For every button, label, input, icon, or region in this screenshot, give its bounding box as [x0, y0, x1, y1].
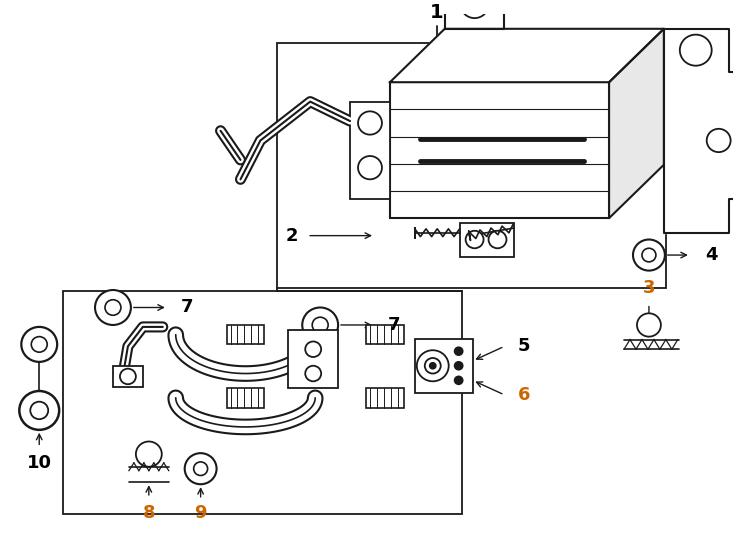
- Bar: [390, 82, 609, 218]
- Bar: [63, 291, 462, 514]
- Circle shape: [642, 248, 656, 262]
- Circle shape: [425, 358, 440, 374]
- Text: 7: 7: [181, 299, 193, 316]
- Circle shape: [454, 362, 462, 370]
- Circle shape: [680, 35, 712, 66]
- Circle shape: [461, 0, 489, 18]
- Bar: [350, 102, 390, 199]
- Bar: [277, 43, 666, 288]
- Circle shape: [465, 231, 484, 248]
- Bar: [366, 388, 404, 408]
- Text: 5: 5: [517, 338, 530, 355]
- Text: 8: 8: [142, 504, 155, 522]
- Circle shape: [358, 111, 382, 134]
- Circle shape: [136, 442, 161, 467]
- Circle shape: [305, 366, 321, 381]
- Circle shape: [185, 453, 217, 484]
- Polygon shape: [664, 29, 734, 233]
- Text: 6: 6: [517, 386, 530, 404]
- Circle shape: [633, 240, 665, 271]
- Circle shape: [430, 363, 436, 369]
- Circle shape: [302, 307, 338, 342]
- Text: 4: 4: [705, 246, 717, 264]
- Text: 10: 10: [26, 454, 51, 472]
- Text: 9: 9: [195, 504, 207, 522]
- Bar: [415, 339, 473, 393]
- Circle shape: [637, 313, 661, 336]
- Circle shape: [105, 300, 121, 315]
- Circle shape: [19, 391, 59, 430]
- Polygon shape: [609, 29, 664, 218]
- Circle shape: [358, 156, 382, 179]
- Polygon shape: [445, 0, 504, 29]
- Circle shape: [95, 290, 131, 325]
- Bar: [366, 325, 404, 345]
- Circle shape: [454, 347, 462, 355]
- Text: 2: 2: [286, 227, 298, 245]
- Bar: [288, 330, 338, 388]
- Circle shape: [417, 350, 448, 381]
- Circle shape: [30, 402, 48, 419]
- Bar: [113, 366, 143, 387]
- Text: 1: 1: [430, 3, 443, 22]
- Text: 7: 7: [388, 316, 401, 334]
- Circle shape: [489, 231, 506, 248]
- Circle shape: [312, 317, 328, 333]
- Text: 3: 3: [643, 279, 655, 297]
- Circle shape: [32, 336, 47, 352]
- Circle shape: [305, 341, 321, 357]
- Bar: [227, 325, 264, 345]
- Circle shape: [120, 369, 136, 384]
- Circle shape: [194, 462, 208, 476]
- Bar: [227, 388, 264, 408]
- Circle shape: [707, 129, 730, 152]
- Bar: [459, 223, 515, 257]
- Circle shape: [21, 327, 57, 362]
- Polygon shape: [390, 29, 664, 82]
- Circle shape: [454, 376, 462, 384]
